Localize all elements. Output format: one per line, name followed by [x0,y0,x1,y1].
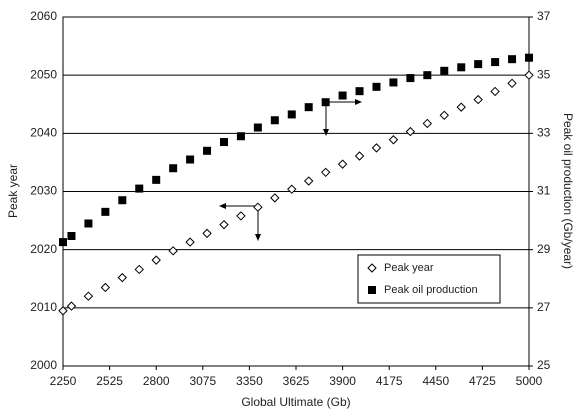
square-marker [236,132,245,141]
y2-tick-label: 37 [537,9,551,23]
x-tick-label: 3350 [236,374,263,388]
diamond-marker [58,306,68,316]
y2-tick-label: 31 [537,184,551,198]
square-marker [457,63,466,72]
diamond-marker [117,272,128,283]
diamond-marker [253,202,263,212]
square-marker [59,238,67,247]
diamond-marker [287,184,297,194]
y-tick-label: 2010 [30,300,57,314]
square-marker [253,123,262,132]
diamond-marker [83,291,94,301]
square-marker [67,231,76,240]
square-marker [101,207,110,216]
diamond-marker [473,94,483,105]
square-marker [219,138,228,147]
x-tick-label: 5000 [516,374,543,388]
square-marker [406,74,415,83]
diamond-marker [456,102,466,112]
y2-tick-label: 29 [537,242,551,256]
diamond-marker [66,301,77,311]
square-marker [84,219,93,228]
x-tick-label: 2800 [143,374,170,388]
x-tick-label: 3900 [329,374,356,388]
square-marker [152,175,161,184]
square-marker [368,286,376,294]
y-tick-label: 2050 [30,67,57,81]
x-tick-label: 3625 [283,374,310,388]
square-marker [203,146,212,155]
x-tick-label: 2525 [96,374,123,388]
y2-tick-label: 25 [537,358,551,372]
square-marker [186,155,195,164]
diamond-marker [202,228,212,239]
square-marker [491,58,500,67]
diamond-marker [320,167,331,178]
x-tick-label: 4175 [376,374,403,388]
y-axis-label: Peak year [6,164,20,218]
diamond-marker [134,264,144,275]
diamond-marker [337,159,348,169]
diamond-marker [388,135,399,145]
square-marker [135,184,144,193]
y-tick-label: 2030 [30,184,57,198]
x-tick-label: 4450 [422,374,449,388]
diamond-marker [524,70,534,80]
square-marker [440,66,449,75]
square-marker [474,60,483,69]
x-tick-label: 2250 [50,374,77,388]
diamond-marker [270,193,280,203]
diamond-marker [422,118,433,129]
y-tick-label: 2040 [30,126,57,140]
diamond-marker [168,246,178,256]
diamond-marker [100,282,111,293]
square-marker [372,82,381,91]
diamond-marker [507,78,517,89]
diamond-marker [354,151,365,161]
diamond-marker [151,255,161,265]
diamond-marker [405,126,416,137]
diamond-marker [304,176,314,186]
x-tick-label: 4725 [469,374,496,388]
y-tick-label: 2020 [30,242,57,256]
square-marker [287,110,296,119]
square-marker [423,71,432,80]
y2-tick-label: 35 [537,67,551,81]
diamond-marker [371,143,382,153]
square-marker [508,55,517,64]
square-marker [525,53,533,62]
square-marker [169,164,178,173]
square-marker [270,116,279,125]
square-marker [321,98,330,107]
x-tick-label: 3075 [189,374,216,388]
diamond-marker [439,110,449,121]
y2-tick-label: 33 [537,126,551,140]
diamond-marker [490,86,500,97]
diamond-marker [236,211,246,221]
diamond-marker [219,219,229,230]
square-marker [118,196,127,205]
y-tick-label: 2000 [30,358,57,372]
square-marker [389,78,398,87]
y-tick-label: 2060 [30,9,57,23]
x-axis-label: Global Ultimate (Gb) [241,395,350,409]
y2-tick-label: 27 [537,300,551,314]
square-marker [338,91,347,100]
legend-box [357,254,501,304]
square-marker [355,87,364,96]
legend-label: Peak oil production [384,284,478,296]
square-marker [304,103,313,112]
y2-axis-label: Peak oil production (Gb/year) [561,113,575,269]
legend-label: Peak year [384,262,434,274]
diamond-marker [185,237,195,247]
diamond-marker [367,263,377,273]
